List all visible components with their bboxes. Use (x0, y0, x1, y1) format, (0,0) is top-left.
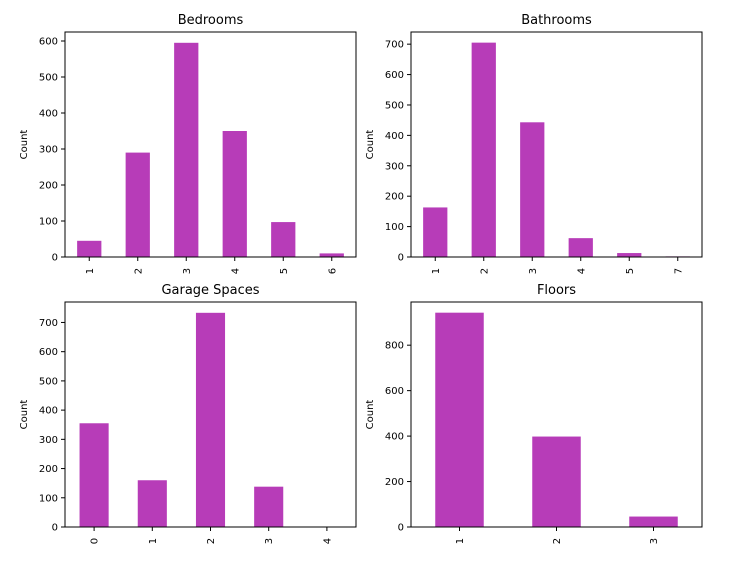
bar (271, 222, 296, 257)
y-tick-label: 300 (39, 145, 58, 156)
bar (222, 131, 247, 257)
chart-title: Bathrooms (521, 13, 592, 28)
y-tick-label: 0 (398, 523, 404, 534)
x-tick-label: 4 (230, 268, 241, 274)
bar (254, 486, 284, 527)
y-tick-label: 200 (39, 464, 58, 475)
bar (568, 238, 593, 257)
y-axis-label: Count (19, 130, 30, 160)
y-tick-label: 400 (39, 109, 58, 120)
bar (319, 253, 344, 257)
x-tick-label: 1 (431, 268, 442, 274)
y-tick-label: 800 (385, 341, 404, 352)
x-tick-label: 2 (552, 538, 563, 544)
bar (471, 42, 496, 257)
bar (79, 423, 109, 527)
y-tick-label: 700 (385, 40, 404, 51)
bar (423, 207, 448, 257)
x-tick-label: 2 (479, 268, 490, 274)
bar (617, 253, 642, 257)
chart-panel: 0 100 200 300 400 500 600 1 2 3 4 5 6 Bedrooms Count (19, 13, 357, 274)
x-tick-label: 3 (264, 538, 275, 544)
x-tick-label: 4 (322, 538, 333, 544)
y-tick-label: 400 (385, 432, 404, 443)
y-tick-label: 400 (39, 406, 58, 417)
chart-title: Bedrooms (178, 13, 244, 28)
y-tick-label: 100 (39, 217, 58, 228)
x-tick-label: 1 (455, 538, 466, 544)
axes-frame (410, 31, 703, 258)
bar (629, 516, 678, 527)
x-tick-label: 1 (148, 538, 159, 544)
x-tick-label: 6 (327, 268, 338, 274)
y-tick-label: 100 (39, 493, 58, 504)
y-tick-label: 200 (385, 477, 404, 488)
y-tick-label: 600 (39, 347, 58, 358)
y-tick-label: 200 (385, 192, 404, 203)
y-tick-label: 600 (39, 37, 58, 48)
bar (435, 312, 484, 527)
y-tick-label: 500 (39, 376, 58, 387)
y-tick-label: 700 (39, 318, 58, 329)
chart-panel: 0 100 200 300 400 500 600 700 0 1 2 3 4 Garage Spaces… (19, 283, 357, 544)
y-tick-label: 400 (385, 131, 404, 142)
bar (520, 122, 545, 257)
bar (125, 152, 150, 257)
y-tick-label: 0 (52, 523, 58, 534)
x-tick-label: 3 (649, 538, 660, 544)
x-tick-label: 0 (90, 538, 101, 544)
y-tick-label: 500 (385, 100, 404, 111)
y-tick-label: 100 (385, 222, 404, 233)
y-tick-label: 500 (39, 73, 58, 84)
y-axis-label: Count (19, 400, 30, 430)
axes-frame (64, 31, 357, 258)
y-tick-label: 300 (39, 435, 58, 446)
x-tick-label: 3 (528, 268, 539, 274)
x-tick-label: 4 (576, 268, 587, 274)
y-tick-label: 0 (52, 253, 58, 264)
x-tick-label: 5 (625, 268, 636, 274)
y-tick-label: 600 (385, 386, 404, 397)
y-tick-label: 600 (385, 70, 404, 81)
y-axis-label: Count (365, 130, 376, 160)
y-axis-label: Count (365, 400, 376, 430)
bar (532, 436, 581, 527)
x-tick-label: 5 (279, 268, 290, 274)
y-tick-label: 0 (398, 253, 404, 264)
y-tick-label: 200 (39, 181, 58, 192)
chart-panel: 0 200 400 600 800 1 2 3 Floors Count (365, 283, 703, 544)
x-tick-label: 3 (182, 268, 193, 274)
chart-title: Floors (537, 283, 576, 298)
x-tick-label: 2 (133, 268, 144, 274)
chart-title: Garage Spaces (161, 283, 259, 298)
bar (77, 240, 102, 257)
chart-panel: 0 100 200 300 400 500 600 700 1 2 3 4 5 7 Bathrooms Cou… (365, 13, 703, 274)
bar (174, 42, 199, 257)
y-tick-label: 300 (385, 161, 404, 172)
x-tick-label: 2 (206, 538, 217, 544)
bar (195, 312, 226, 527)
x-tick-label: 7 (673, 268, 684, 274)
x-tick-label: 1 (85, 268, 96, 274)
bar (137, 480, 167, 527)
